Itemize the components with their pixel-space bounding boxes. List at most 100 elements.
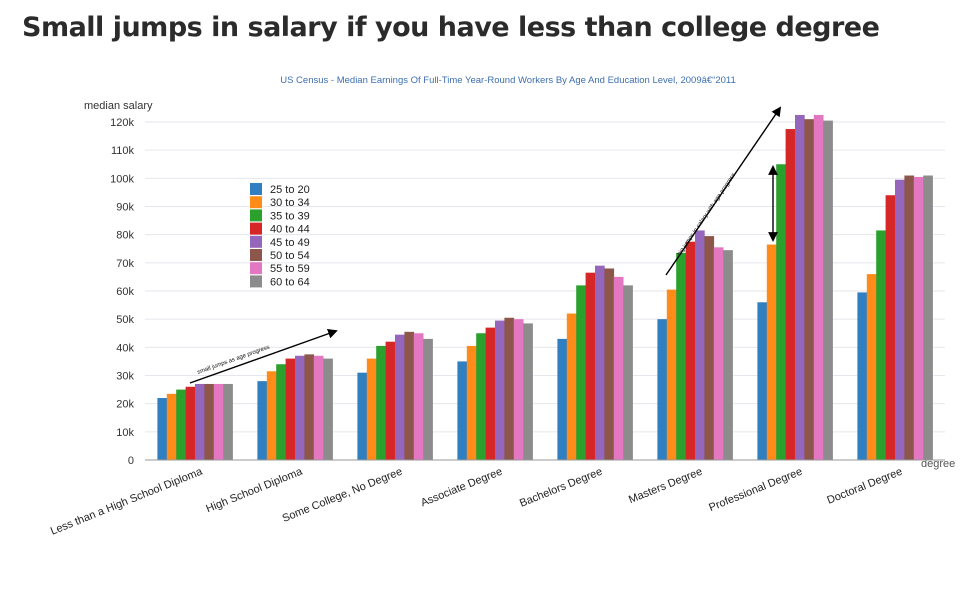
bar: [395, 334, 405, 460]
y-axis-ticks: 0 10k 20k 30k 40k 50k 60k 70k 80k 90k 100k 110k 120k: [110, 117, 134, 467]
bar: [257, 381, 268, 460]
bar: [457, 361, 468, 460]
annotation-big-jumps-arrow: [665, 106, 782, 276]
bar: [223, 383, 233, 460]
bar: [557, 338, 568, 460]
y-tick-label: 60k: [116, 286, 134, 298]
legend-label: 25 to 20: [270, 184, 310, 196]
bar: [813, 114, 824, 461]
x-tick-label: Bachelors Degree: [518, 466, 604, 510]
bar: [313, 355, 324, 460]
legend-swatch: [250, 183, 262, 195]
legend-label: 45 to 49: [270, 237, 310, 249]
annotation-small-jumps-text: small jumps as age progress: [197, 345, 271, 376]
legend-swatch: [250, 196, 262, 209]
bar: [185, 386, 196, 460]
bar: [795, 114, 805, 461]
bar: [376, 345, 386, 460]
chart-title: US Census - Median Earnings Of Full-Time…: [280, 75, 736, 86]
y-tick-label: 90k: [116, 202, 134, 214]
legend-label: 30 to 34: [270, 197, 310, 209]
y-tick-label: 40k: [116, 342, 134, 354]
bar: [366, 358, 377, 460]
bar: [566, 313, 577, 460]
bars-group: [157, 114, 933, 461]
bar: [157, 398, 168, 460]
bar: [913, 176, 924, 460]
page-title: Small jumps in salary if you have less t…: [22, 12, 880, 43]
y-tick-label: 80k: [116, 230, 134, 242]
bar: [576, 285, 586, 460]
bar: [413, 333, 424, 460]
bar: [776, 164, 786, 460]
legend-swatch: [250, 275, 262, 288]
bar: [904, 175, 915, 460]
legend-label: 35 to 39: [270, 210, 310, 222]
y-tick-label: 110k: [111, 145, 135, 157]
bar: [604, 268, 615, 460]
x-tick-label: Professional Degree: [707, 466, 804, 514]
bar: [823, 120, 833, 460]
x-tick-label: Associate Degree: [419, 466, 504, 510]
y-tick-label: 70k: [116, 258, 134, 270]
bar: [885, 195, 896, 461]
bar: [804, 119, 815, 461]
bar: [895, 179, 905, 461]
bar: [495, 320, 505, 460]
bar: [276, 364, 286, 460]
x-axis-ticks: Less than a High School Diploma High Scho…: [49, 465, 904, 537]
bar: [176, 389, 186, 460]
bar: [357, 372, 368, 460]
legend-label: 60 to 64: [270, 276, 310, 288]
bar: [595, 265, 605, 460]
bar: [385, 341, 396, 460]
bar: [713, 247, 724, 460]
bar: [785, 129, 796, 461]
bar: [704, 236, 715, 460]
bar: [676, 252, 686, 460]
bar: [285, 358, 296, 460]
bar: [857, 292, 868, 460]
legend-swatch: [250, 262, 262, 275]
bar: [523, 323, 533, 460]
bar: [876, 230, 886, 460]
legend-swatch: [250, 235, 262, 248]
bar: [213, 383, 224, 460]
y-tick-label: 20k: [116, 399, 134, 411]
bar: [757, 302, 768, 460]
bar: [685, 241, 696, 460]
legend-label: 40 to 44: [270, 224, 310, 236]
bar: [504, 317, 515, 460]
y-tick-label: 50k: [116, 314, 134, 326]
bar: [766, 244, 777, 460]
x-tick-label: Less than a High School Diploma: [49, 465, 205, 537]
bar: [585, 272, 596, 460]
y-tick-label: 30k: [116, 371, 134, 383]
x-axis-label: degree: [921, 458, 955, 470]
bar: [323, 358, 333, 460]
x-tick-label: Doctoral Degree: [825, 466, 904, 507]
legend-swatch: [250, 209, 262, 222]
y-axis-label: median salary: [84, 100, 153, 112]
y-tick-label: 120k: [110, 117, 134, 129]
bar: [923, 175, 933, 460]
bar: [666, 289, 677, 460]
bar: [657, 319, 668, 460]
bar: [304, 354, 315, 461]
bar: [476, 333, 486, 460]
bar: [485, 327, 496, 460]
bar: [166, 393, 177, 460]
x-tick-label: Masters Degree: [627, 466, 704, 506]
legend-label: 55 to 59: [270, 263, 310, 275]
bar: [623, 285, 633, 460]
legend-label: 50 to 54: [270, 250, 310, 262]
bar: [513, 319, 524, 460]
y-tick-label: 0: [128, 455, 134, 467]
bar: [866, 274, 877, 460]
y-tick-label: 100k: [110, 173, 134, 185]
bar: [195, 383, 205, 460]
bar: [695, 230, 705, 460]
annotation-small-jumps-arrow: [189, 329, 338, 384]
